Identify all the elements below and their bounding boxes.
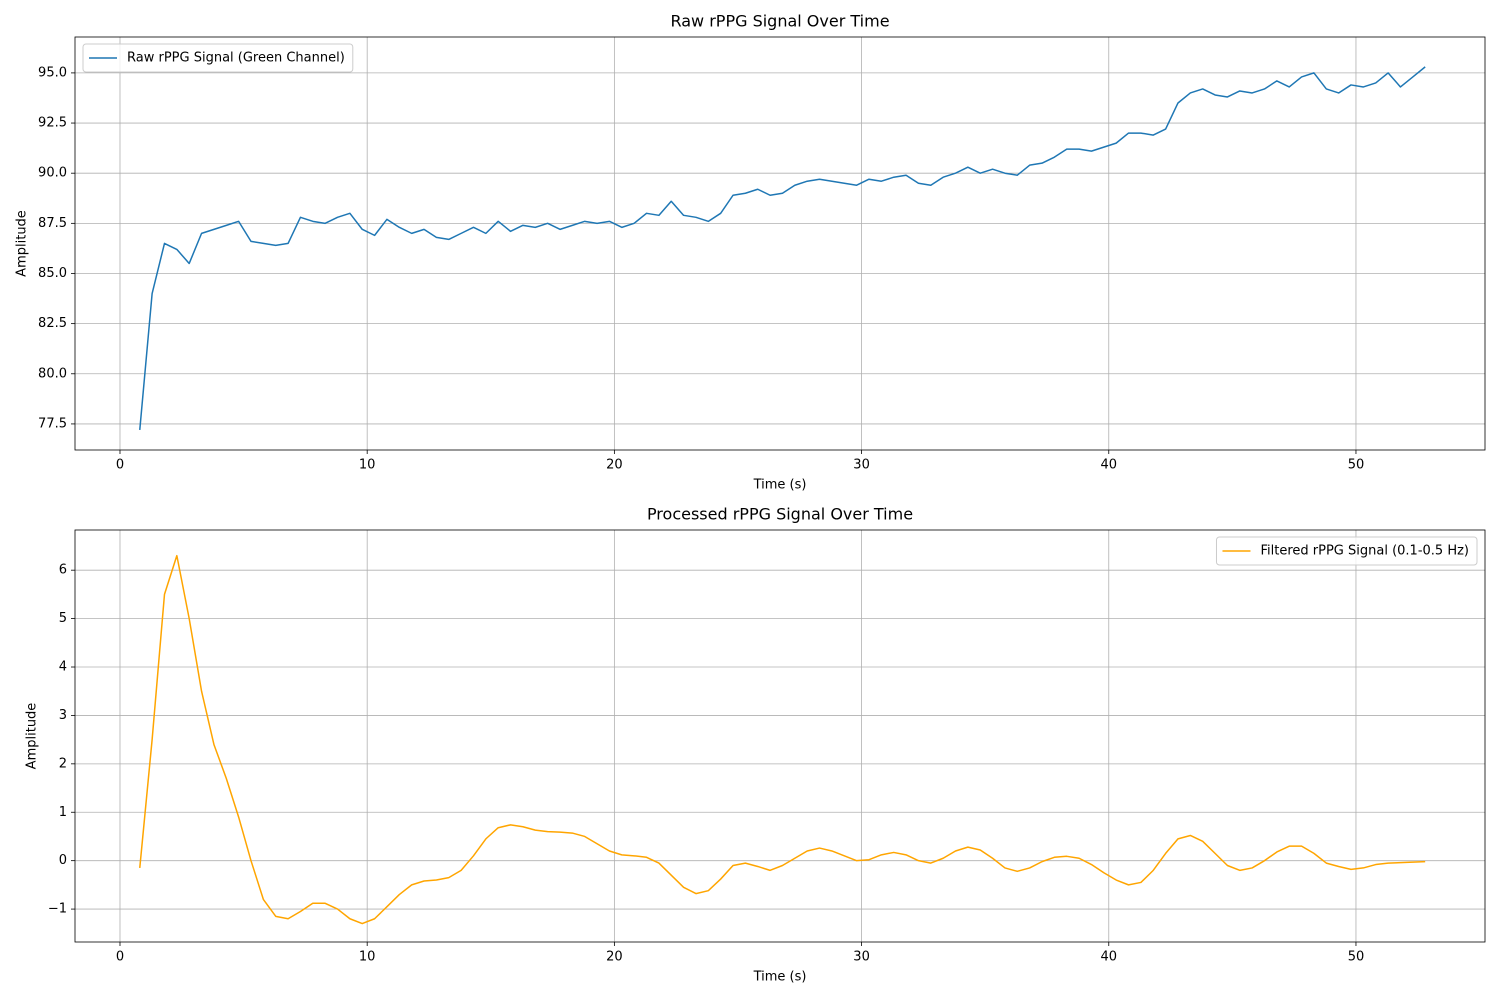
- y-tick-label: 80.0: [38, 366, 67, 381]
- y-tick-label: 87.5: [38, 216, 67, 231]
- x-tick-label: 30: [853, 458, 870, 473]
- x-tick-label: 40: [1100, 458, 1117, 473]
- x-tick-label: 30: [853, 950, 870, 965]
- y-tick-label: 3: [59, 708, 67, 723]
- x-tick-label: 10: [359, 950, 376, 965]
- legend-box: [1215, 536, 1478, 566]
- y-tick-label: 4: [59, 660, 67, 675]
- y-axis-label: Amplitude: [15, 210, 30, 277]
- legend-box: [82, 43, 354, 73]
- series-line: [139, 66, 1426, 431]
- y-tick-label: 2: [59, 756, 67, 771]
- legend-label: Raw rPPG Signal (Green Channel): [127, 51, 345, 66]
- legend-label: Filtered rPPG Signal (0.1-0.5 Hz): [1260, 544, 1469, 559]
- x-tick-label: 10: [359, 458, 376, 473]
- chart-title: Processed rPPG Signal Over Time: [647, 505, 913, 524]
- legend: Filtered rPPG Signal (0.1-0.5 Hz): [1215, 536, 1478, 566]
- axes-frame: [74, 36, 1486, 451]
- axes-frame: [74, 529, 1486, 943]
- y-tick-label: 95.0: [38, 65, 67, 80]
- y-tick-label: 82.5: [38, 316, 67, 331]
- x-axis-label: Time (s): [753, 478, 807, 493]
- y-axis-label: Amplitude: [25, 703, 40, 770]
- y-tick-label: 1: [59, 805, 67, 820]
- y-tick-label: 77.5: [38, 416, 67, 431]
- y-tick-label: 6: [59, 563, 67, 578]
- x-tick-label: 50: [1348, 950, 1365, 965]
- y-tick-label: 92.5: [38, 116, 67, 131]
- x-tick-label: 0: [116, 458, 124, 473]
- x-tick-label: 40: [1100, 950, 1117, 965]
- y-tick-label: 0: [59, 853, 67, 868]
- x-tick-label: 20: [606, 950, 623, 965]
- x-tick-label: 50: [1348, 458, 1365, 473]
- y-tick-label: −1: [48, 902, 67, 917]
- x-tick-label: 0: [116, 950, 124, 965]
- chart-title: Raw rPPG Signal Over Time: [670, 12, 889, 31]
- x-tick-label: 20: [606, 458, 623, 473]
- x-axis-label: Time (s): [753, 970, 807, 985]
- legend: Raw rPPG Signal (Green Channel): [82, 43, 354, 73]
- series-line: [139, 554, 1426, 925]
- y-tick-label: 85.0: [38, 266, 67, 281]
- y-tick-label: 90.0: [38, 166, 67, 181]
- y-tick-label: 5: [59, 611, 67, 626]
